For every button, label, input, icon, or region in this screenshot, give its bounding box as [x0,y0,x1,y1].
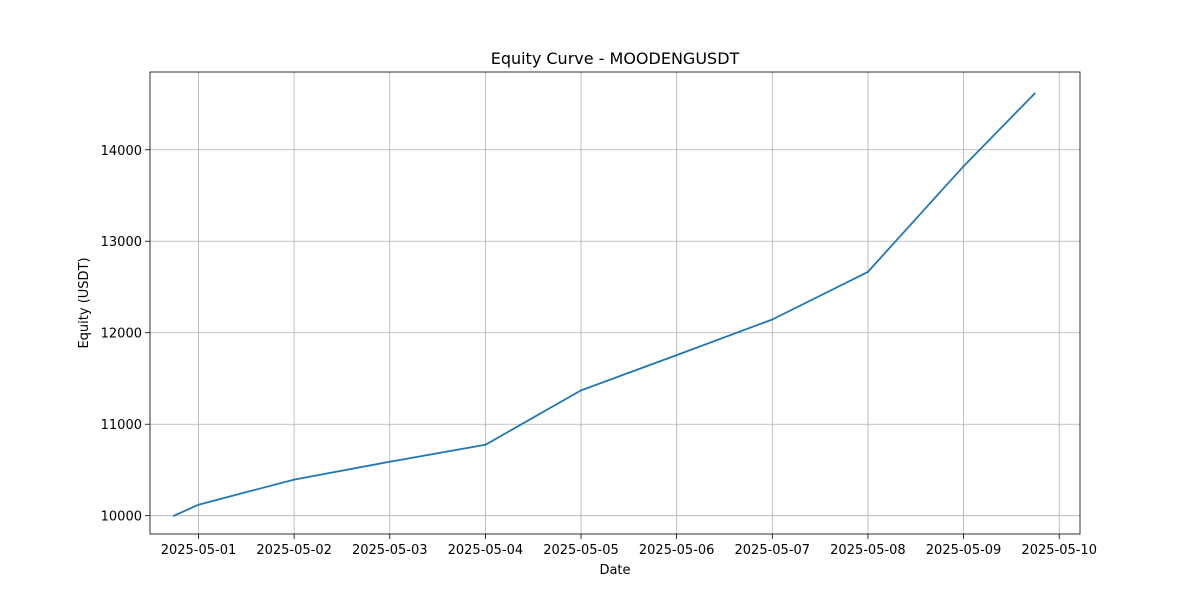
y-tick-label: 13000 [101,235,142,250]
x-tick-label: 2025-05-10 [1021,543,1097,558]
x-tick-label: 2025-05-08 [830,543,906,558]
x-axis-label: Date [599,563,630,578]
x-tick-label: 2025-05-07 [735,543,811,558]
data-point [580,389,582,392]
ticks: 2025-05-01 2025-05-02 2025-05-03 2025-05-04… [101,144,1097,558]
data-point [484,443,487,446]
y-tick-label: 10000 [101,510,142,525]
y-tick-label: 11000 [101,418,142,433]
data-point [962,165,965,168]
y-tick-label: 12000 [101,327,142,342]
data-point [173,514,175,517]
data-point [388,460,391,463]
x-tick-label: 2025-05-06 [639,543,715,558]
x-tick-label: 2025-05-04 [448,543,524,558]
data-point [197,503,200,506]
data-point [771,318,774,321]
data-point [1033,92,1036,95]
grid [150,72,1080,534]
plot-frame [149,71,1081,535]
x-tick-label: 2025-05-05 [543,543,619,558]
y-axis-label: Equity (USDT) [77,257,92,348]
x-tick-label: 2025-05-01 [161,543,237,558]
x-tick-label: 2025-05-02 [256,543,332,558]
y-tick-label: 14000 [101,144,142,159]
line-layer [173,92,1036,517]
x-tick-label: 2025-05-03 [352,543,428,558]
x-tick-label: 2025-05-09 [926,543,1002,558]
data-point [675,354,678,357]
chart-title: Equity Curve - MOODENGUSDT [491,49,740,68]
data-point [867,270,869,273]
data-point [293,478,296,481]
